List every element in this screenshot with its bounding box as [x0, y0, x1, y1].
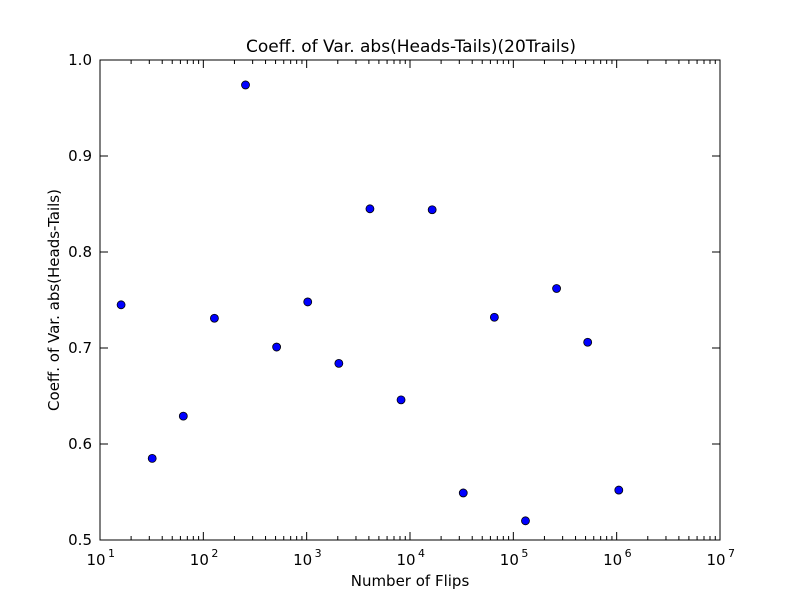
x-tick-label-exponent: 7 — [728, 547, 735, 560]
x-tick-label: 10 — [603, 551, 622, 569]
y-tick-labels: 0.5 0.6 0.7 0.8 0.9 1.0 — [68, 51, 92, 549]
y-tick-label: 0.8 — [68, 243, 92, 261]
x-tick-label: 10 — [86, 551, 105, 569]
data-point — [303, 297, 313, 307]
data-point — [521, 516, 530, 526]
x-tick-label-exponent: 6 — [625, 547, 632, 560]
data-point — [116, 300, 126, 310]
plot-frame — [99, 59, 721, 541]
x-tick-label-exponent: 3 — [315, 547, 322, 560]
data-point — [427, 205, 437, 215]
data-point — [489, 312, 499, 322]
x-tick-label-exponent: 4 — [418, 547, 425, 560]
x-tick-label: 10 — [293, 551, 312, 569]
y-tick-label: 0.7 — [68, 339, 92, 357]
x-tick-label-exponent: 5 — [521, 547, 528, 560]
data-point — [552, 284, 561, 293]
data-point — [365, 204, 375, 214]
chart-title: Coeff. of Var. abs(Heads-Tails)(20Trails… — [246, 37, 576, 57]
y-tick-label: 0.6 — [68, 435, 92, 453]
data-point — [147, 453, 157, 463]
x-tick-label-exponent: 1 — [108, 547, 115, 560]
x-tick-label: 10 — [396, 551, 415, 569]
y-tick-label: 0.9 — [68, 147, 92, 165]
data-point — [178, 411, 188, 421]
x-tick-label-exponent: 2 — [211, 547, 218, 560]
x-tick-label: 10 — [190, 551, 209, 569]
data-point — [272, 342, 282, 352]
data-point — [334, 358, 344, 368]
axis-ticks — [99, 59, 721, 541]
data-point — [210, 313, 219, 323]
x-tick-label: 10 — [500, 551, 519, 569]
data-point — [583, 337, 593, 347]
y-tick-label: 0.5 — [68, 531, 92, 549]
data-point — [396, 395, 406, 405]
data-point — [614, 485, 624, 495]
data-points — [116, 80, 624, 526]
y-tick-label: 1.0 — [68, 51, 92, 69]
x-tick-labels: 10 1 10 2 10 3 10 4 10 5 10 6 10 7 — [86, 547, 735, 569]
x-axis-label: Number of Flips — [351, 572, 470, 590]
y-axis-label: Coeff. of Var. abs(Heads-Tails) — [45, 189, 63, 411]
x-tick-label: 10 — [706, 551, 725, 569]
data-point — [458, 488, 468, 498]
data-point — [241, 80, 250, 90]
